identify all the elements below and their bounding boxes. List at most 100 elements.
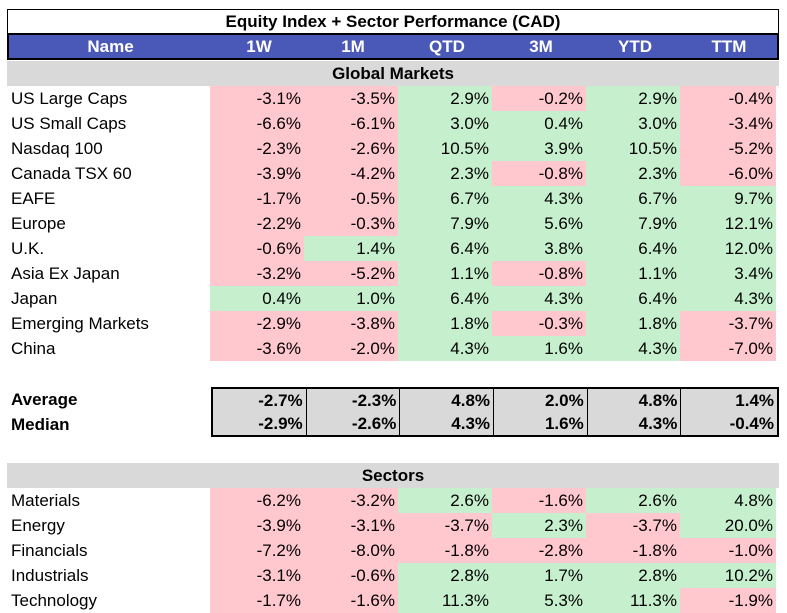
average-value: 1.4% xyxy=(735,391,775,410)
value-cell: 12.0% xyxy=(680,236,776,261)
value-cell: -3.9% xyxy=(210,161,304,186)
value-cell: -6.0% xyxy=(680,161,776,186)
value-cell: 2.9% xyxy=(586,86,680,111)
value-cell: -2.6% xyxy=(304,136,398,161)
section-header-sectors: Sectors xyxy=(7,463,779,488)
median-value: 4.3% xyxy=(638,414,678,433)
value-cell: -3.7% xyxy=(398,513,492,538)
value-cell: -2.3% xyxy=(210,136,304,161)
column-header-ttm: TTM xyxy=(711,36,747,56)
value-cell: 3.9% xyxy=(492,136,586,161)
column-header-1w: 1W xyxy=(246,36,272,56)
table-row: US Small Caps -6.6% -6.1% 3.0% 0.4% 3.0% -3.4% xyxy=(7,111,779,136)
value-cell: -3.5% xyxy=(304,86,398,111)
value-cell: -1.8% xyxy=(586,538,680,563)
row-label: Asia Ex Japan xyxy=(11,264,120,283)
value-cell: 10.5% xyxy=(398,136,492,161)
value-cell: 6.7% xyxy=(586,186,680,211)
value-cell: -3.4% xyxy=(680,111,776,136)
table-row: Industrials -3.1% -0.6% 2.8% 1.7% 2.8% 10.2% xyxy=(7,563,779,588)
row-label: Nasdaq 100 xyxy=(11,139,103,158)
summary-stats-box: -2.7% -2.9% -2.3% -2.6% 4.8% 4.3% 2.0% 1.6% 4.8%… xyxy=(211,387,779,437)
row-label: Canada TSX 60 xyxy=(11,164,132,183)
row-label: Energy xyxy=(11,516,65,535)
stats-column: 2.0% 1.6% xyxy=(494,389,588,435)
row-label: Technology xyxy=(11,591,98,610)
value-cell: 1.8% xyxy=(586,311,680,336)
table-row: Canada TSX 60 -3.9% -4.2% 2.3% -0.8% 2.3% -6.0… xyxy=(7,161,779,186)
value-cell: 2.6% xyxy=(398,488,492,513)
value-cell: -0.6% xyxy=(210,236,304,261)
column-header-row: Name 1W 1M QTD 3M YTD TTM xyxy=(7,33,779,60)
average-value: -2.7% xyxy=(258,391,303,410)
value-cell: 1.1% xyxy=(586,261,680,286)
value-cell: -2.9% xyxy=(210,311,304,336)
value-cell: -4.2% xyxy=(304,161,398,186)
value-cell: 4.3% xyxy=(492,186,586,211)
row-label: US Small Caps xyxy=(11,114,127,133)
value-cell: -2.0% xyxy=(304,336,398,361)
row-label: Emerging Markets xyxy=(11,314,149,333)
value-cell: 7.9% xyxy=(586,211,680,236)
value-cell: 4.8% xyxy=(680,488,776,513)
value-cell: -0.6% xyxy=(304,563,398,588)
value-cell: 5.6% xyxy=(492,211,586,236)
average-label: Average xyxy=(11,390,78,409)
value-cell: 0.4% xyxy=(492,111,586,136)
value-cell: -3.7% xyxy=(680,311,776,336)
value-cell: -3.1% xyxy=(304,513,398,538)
table-title: Equity Index + Sector Performance (CAD) xyxy=(7,9,779,33)
value-cell: -1.0% xyxy=(680,538,776,563)
value-cell: 2.8% xyxy=(586,563,680,588)
value-cell: 2.3% xyxy=(492,513,586,538)
table-row: Technology -1.7% -1.6% 11.3% 5.3% 11.3% -1.9% xyxy=(7,588,779,613)
value-cell: -3.2% xyxy=(210,261,304,286)
average-value: -2.3% xyxy=(351,391,397,410)
table-row: Europe -2.2% -0.3% 7.9% 5.6% 7.9% 12.1% xyxy=(7,211,779,236)
value-cell: 9.7% xyxy=(680,186,776,211)
table-row: Energy -3.9% -3.1% -3.7% 2.3% -3.7% 20.0% xyxy=(7,513,779,538)
column-header-1m: 1M xyxy=(341,36,365,56)
value-cell: -1.8% xyxy=(398,538,492,563)
row-label: Europe xyxy=(11,214,66,233)
value-cell: 0.4% xyxy=(210,286,304,311)
value-cell: 4.3% xyxy=(586,336,680,361)
value-cell: 6.4% xyxy=(398,286,492,311)
value-cell: 1.8% xyxy=(398,311,492,336)
value-cell: -0.2% xyxy=(492,86,586,111)
value-cell: -3.7% xyxy=(586,513,680,538)
value-cell: 6.4% xyxy=(398,236,492,261)
row-label: Materials xyxy=(11,491,80,510)
row-label: U.K. xyxy=(11,239,45,258)
value-cell: -1.6% xyxy=(492,488,586,513)
table-row: Asia Ex Japan -3.2% -5.2% 1.1% -0.8% 1.1% 3.4% xyxy=(7,261,779,286)
value-cell: 6.4% xyxy=(586,236,680,261)
value-cell: 2.8% xyxy=(398,563,492,588)
value-cell: 2.6% xyxy=(586,488,680,513)
value-cell: -1.7% xyxy=(210,588,304,613)
average-value: 4.8% xyxy=(638,391,678,410)
median-value: 1.6% xyxy=(544,414,584,433)
median-value: 4.3% xyxy=(451,414,491,433)
value-cell: -6.2% xyxy=(210,488,304,513)
value-cell: -3.6% xyxy=(210,336,304,361)
median-label: Median xyxy=(11,415,70,434)
table-row: China -3.6% -2.0% 4.3% 1.6% 4.3% -7.0% xyxy=(7,336,779,361)
value-cell: 4.3% xyxy=(492,286,586,311)
row-label: Financials xyxy=(11,541,88,560)
value-cell: 11.3% xyxy=(586,588,680,613)
table-row: Financials -7.2% -8.0% -1.8% -2.8% -1.8% -1.0% xyxy=(7,538,779,563)
median-value: -2.6% xyxy=(351,414,397,433)
value-cell: 3.8% xyxy=(492,236,586,261)
column-header-qtd: QTD xyxy=(429,36,465,56)
table-row: Emerging Markets -2.9% -3.8% 1.8% -0.3% 1.8% -… xyxy=(7,311,779,336)
table-row: US Large Caps -3.1% -3.5% 2.9% -0.2% 2.9% -0.4… xyxy=(7,86,779,111)
average-value: 4.8% xyxy=(451,391,491,410)
stats-column: 4.8% 4.3% xyxy=(588,389,682,435)
value-cell: 2.9% xyxy=(398,86,492,111)
row-label: Japan xyxy=(11,289,58,308)
stats-column: 1.4% -0.4% xyxy=(681,389,777,435)
value-cell: -0.5% xyxy=(304,186,398,211)
value-cell: 11.3% xyxy=(398,588,492,613)
average-value: 2.0% xyxy=(544,391,584,410)
